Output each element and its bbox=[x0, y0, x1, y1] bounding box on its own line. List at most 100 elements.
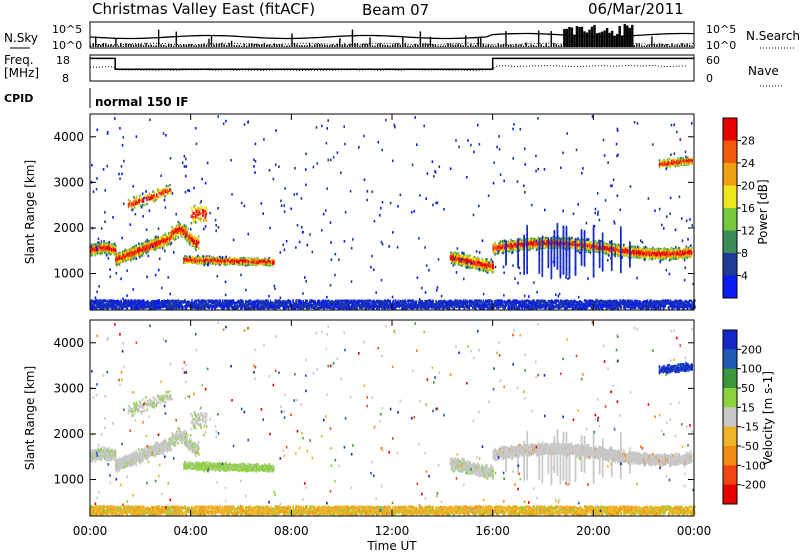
power-cell bbox=[168, 236, 170, 240]
power-cell bbox=[154, 242, 157, 245]
nsky-bar bbox=[663, 44, 666, 47]
power-cell bbox=[170, 191, 172, 195]
nsky-bar bbox=[341, 44, 344, 47]
nsky-bar bbox=[170, 44, 172, 47]
power-cell bbox=[127, 253, 130, 257]
power-cell bbox=[91, 250, 94, 254]
power-cell bbox=[163, 237, 166, 241]
power-cell bbox=[130, 253, 132, 257]
nsky-bar bbox=[140, 43, 142, 47]
power-cell bbox=[145, 247, 148, 251]
power-cell bbox=[189, 231, 191, 235]
power-cell bbox=[126, 251, 129, 255]
nsky-bar bbox=[127, 43, 130, 47]
power-cell bbox=[135, 251, 138, 255]
nsky-bar bbox=[588, 29, 591, 47]
power-cell bbox=[168, 232, 170, 235]
power-cell bbox=[587, 238, 590, 241]
power-cell bbox=[135, 244, 138, 247]
nsky-bar bbox=[676, 44, 678, 47]
nsky-bar bbox=[210, 36, 213, 47]
power-cell bbox=[192, 244, 195, 247]
power-cell bbox=[193, 239, 196, 243]
power-cell bbox=[147, 248, 150, 251]
power-cell bbox=[163, 236, 166, 239]
power-cell bbox=[150, 247, 152, 251]
power-cell bbox=[116, 258, 118, 261]
power-cell bbox=[136, 249, 138, 253]
nsky-bar bbox=[636, 43, 638, 47]
power-cell bbox=[165, 240, 167, 244]
power-cell bbox=[128, 248, 130, 251]
power-cell bbox=[99, 248, 102, 251]
nsky-bar bbox=[545, 43, 547, 47]
nsky-bar bbox=[671, 43, 673, 47]
power-cell bbox=[106, 245, 109, 248]
power-cell bbox=[177, 220, 180, 224]
nsky-bar bbox=[621, 36, 624, 47]
power-cell bbox=[136, 252, 138, 256]
power-cell bbox=[97, 243, 99, 246]
power-cell bbox=[153, 248, 156, 252]
power-cell bbox=[153, 241, 156, 245]
power-cell bbox=[197, 235, 200, 238]
power-cell bbox=[118, 263, 121, 266]
power-cell bbox=[153, 200, 155, 203]
power-cell bbox=[107, 245, 110, 248]
power-cell bbox=[181, 227, 184, 231]
nsky-bar bbox=[447, 43, 449, 47]
nsky-bar bbox=[678, 45, 681, 47]
power-cell bbox=[116, 253, 118, 256]
power-cell bbox=[153, 242, 155, 245]
power-cell bbox=[166, 243, 168, 247]
nsky-bar bbox=[374, 45, 376, 47]
power-cell bbox=[143, 241, 145, 245]
nsky-bar bbox=[648, 44, 651, 47]
nsky-bar bbox=[668, 45, 671, 47]
power-cell bbox=[93, 243, 96, 246]
power-cell bbox=[124, 259, 127, 262]
power-cell bbox=[98, 251, 101, 254]
freq-panel: Freq. [MHz] 18 8 60 0 Nave bbox=[4, 53, 782, 87]
power-cell bbox=[155, 241, 158, 244]
nsky-bar bbox=[271, 45, 273, 47]
power-cell bbox=[185, 226, 188, 230]
power-cell bbox=[107, 248, 110, 251]
power-cell bbox=[197, 207, 200, 210]
power-cell bbox=[129, 248, 131, 252]
power-cell bbox=[133, 253, 136, 257]
power-cell bbox=[101, 249, 104, 253]
power-cell bbox=[172, 227, 174, 231]
power-cell bbox=[107, 250, 110, 254]
power-cell bbox=[109, 243, 111, 247]
power-cell bbox=[102, 244, 104, 247]
nsky-bar bbox=[563, 28, 566, 47]
beam-label: Beam 07 bbox=[362, 1, 429, 19]
power-cell bbox=[154, 244, 157, 248]
power-cell bbox=[119, 254, 122, 258]
nsky-bar bbox=[324, 44, 326, 47]
power-cell bbox=[116, 263, 118, 267]
power-cell bbox=[112, 249, 114, 252]
power-cell bbox=[159, 242, 161, 246]
power-cell bbox=[160, 239, 163, 243]
power-cell bbox=[194, 246, 196, 249]
nsky-bar bbox=[505, 31, 507, 47]
power-cell bbox=[140, 245, 143, 249]
nsky-bar bbox=[686, 43, 688, 47]
power-cell bbox=[100, 252, 103, 255]
power-cell bbox=[132, 248, 135, 252]
power-cell bbox=[118, 259, 121, 263]
power-cell bbox=[115, 260, 117, 264]
power-cell bbox=[126, 249, 129, 253]
power-cell bbox=[117, 255, 120, 258]
nsky-bar bbox=[120, 43, 122, 47]
power-cell bbox=[137, 249, 139, 253]
power-cell bbox=[123, 257, 125, 260]
power-cell bbox=[133, 255, 136, 259]
power-cell bbox=[103, 248, 105, 251]
nsky-bar bbox=[228, 43, 230, 47]
power-cell bbox=[195, 210, 198, 213]
power-cell bbox=[169, 243, 172, 246]
power-cell bbox=[172, 237, 174, 240]
